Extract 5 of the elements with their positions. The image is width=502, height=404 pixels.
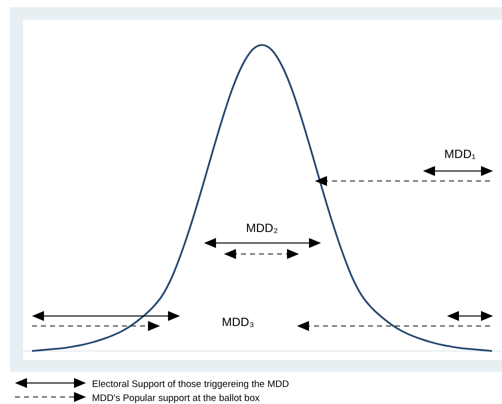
annotation: MDD₁ <box>444 147 476 161</box>
annotation: MDD₃ <box>222 315 254 329</box>
text: Electoral Support of those triggereing the MDD <box>92 379 290 390</box>
text: MDD's Popular support at the ballot box <box>92 393 260 404</box>
annotation: MDD₂ <box>246 221 278 235</box>
